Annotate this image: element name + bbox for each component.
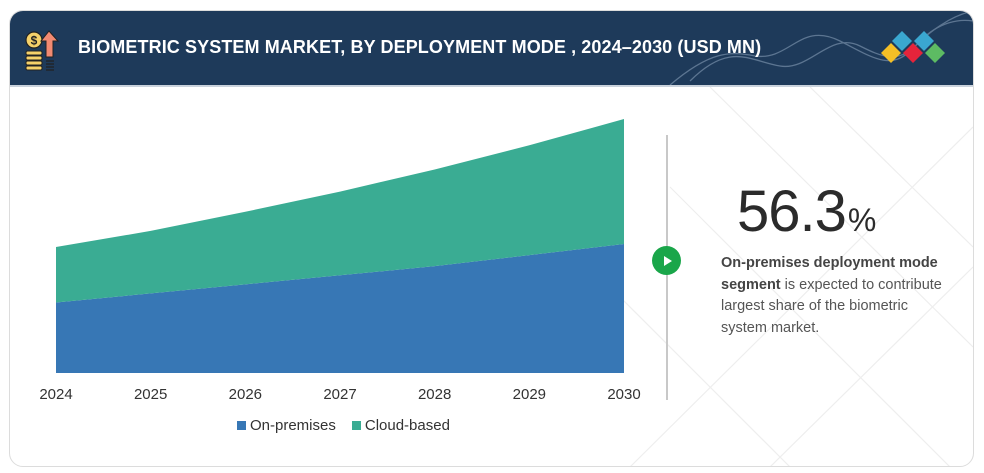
callout-bold-text: On-premises deployment mode segment: [721, 255, 938, 293]
x-tick-label: 2025: [134, 386, 167, 403]
header-bar: $ BIOMETRIC SYSTEM MARKET, BY DEPLOYMENT…: [10, 11, 973, 87]
play-button[interactable]: [652, 246, 681, 275]
legend-label-on-premises: On-premises: [250, 417, 336, 434]
x-tick-label: 2028: [418, 386, 451, 403]
x-tick-label: 2026: [229, 386, 262, 403]
brand-diamonds-logo: [881, 31, 945, 63]
legend-label-cloud-based: Cloud-based: [364, 417, 450, 434]
play-icon: [663, 255, 672, 266]
money-growth-icon: $: [25, 30, 60, 71]
legend-item-cloud-based[interactable]: Cloud-based: [351, 417, 450, 434]
infographic-card: $ BIOMETRIC SYSTEM MARKET, BY DEPLOYMENT…: [9, 10, 974, 467]
highlight-stat: 56.3%: [737, 178, 876, 245]
svg-text:$: $: [31, 34, 38, 48]
chart-title: BIOMETRIC SYSTEM MARKET, BY DEPLOYMENT M…: [78, 37, 762, 57]
stat-unit: %: [847, 202, 877, 238]
x-tick-label: 2029: [513, 386, 546, 403]
legend-swatch-on-premises: [237, 421, 246, 430]
legend-item-on-premises[interactable]: On-premises: [237, 417, 336, 434]
area-series-on-premises: [56, 244, 624, 373]
callout-text: is expected to contribute largest share …: [721, 276, 942, 336]
area-series-cloud-based: [56, 119, 624, 303]
x-tick-label: 2027: [323, 386, 356, 403]
chart-legend: On-premises Cloud-based: [237, 417, 450, 434]
x-tick-label: 2030: [607, 386, 640, 403]
callout-description: On-premises deployment mode segment is e…: [721, 253, 951, 339]
stat-value: 56.3: [737, 179, 847, 244]
legend-swatch-cloud-based: [351, 421, 361, 430]
x-tick-label: 2024: [39, 386, 72, 403]
